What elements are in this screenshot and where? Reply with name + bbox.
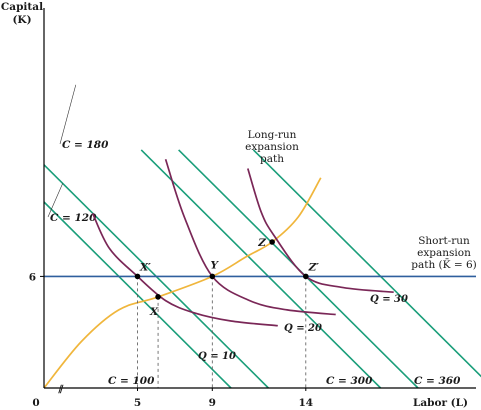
y-axis-title: Capital [1,1,43,13]
isoquant-label: Q = 20 [284,323,322,334]
isoquant-label: Q = 30 [370,294,408,305]
isoquant-curve [91,212,278,327]
isocost-label: C = 300 [326,375,373,387]
short-run-path-label: Short-run [418,235,470,247]
point-marker [134,273,141,280]
axis-break-mark: ⫽ [58,384,65,396]
point-marker [269,239,275,245]
isoquant-label: Q = 10 [198,351,236,362]
x-tick-label: 5 [134,397,141,409]
long-run-path-label: path [260,153,284,165]
isocost-leader [47,183,63,218]
isoquant-curve [164,158,336,316]
point-label: X [149,306,159,318]
isocost-label: C = 360 [414,375,461,387]
long-run-expansion-path [43,177,322,389]
x-tick-label: 14 [298,397,313,409]
isocost-line [252,149,481,378]
short-run-path-label: path (K̄ = 6) [411,258,477,271]
isocost-label: C = 180 [62,139,109,151]
point-label: X′ [139,261,151,273]
point-label: Z′ [308,261,320,273]
x-axis-title: Labor (L) [413,397,468,409]
isocost-label: C = 120 [50,212,97,224]
x-tick-label: 0 [32,397,39,409]
isocost-label: C = 100 [108,375,155,387]
long-run-path-label: Long-run [248,129,297,141]
isocost-line [140,149,382,389]
long-run-path-label: expansion [245,141,299,153]
point-label: Z [257,237,266,249]
y-axis-title-symbol: (K) [12,14,31,26]
point-marker [303,273,309,280]
x-tick-label: 9 [209,397,216,409]
point-marker [155,294,161,300]
isocost-leader [59,84,77,145]
short-run-path-label: expansion [417,247,471,259]
y-tick-label: 6 [29,271,36,283]
point-label: Y [211,259,220,271]
isoquant-curve [246,168,394,294]
point-marker [209,273,216,280]
